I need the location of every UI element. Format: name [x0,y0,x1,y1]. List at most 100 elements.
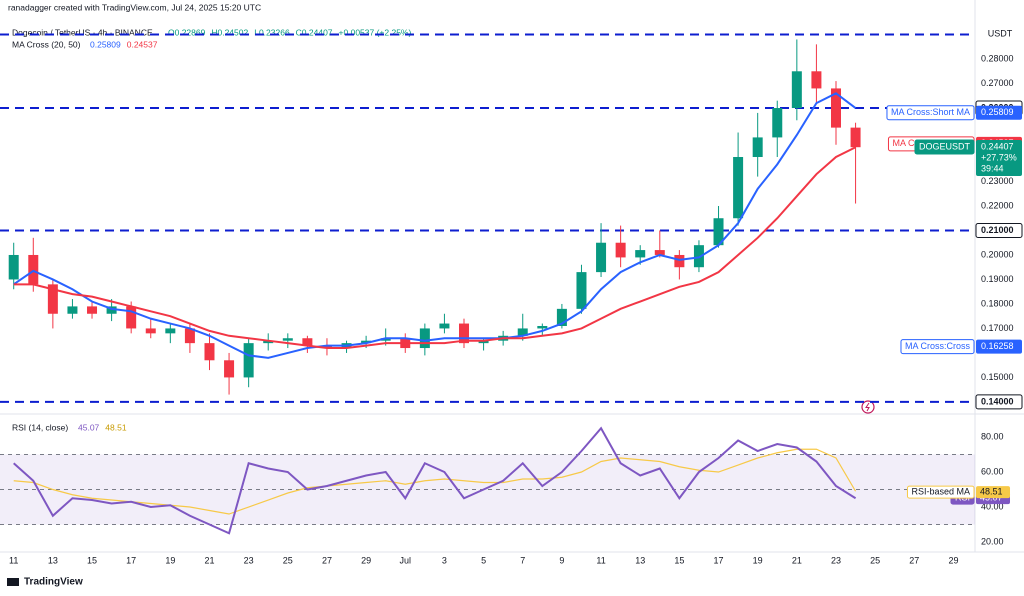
x-tick-label: 29 [361,555,371,565]
candle-body [772,108,783,138]
price-label-name: MA Cross:Cross [905,341,971,351]
candle-body [145,328,156,334]
candle-body [282,338,293,341]
indicator-value: 0.24537 [127,39,158,49]
candle-body [654,250,665,255]
level-label-box [975,394,1023,410]
level-label-box [975,222,1023,238]
currency: USDT [988,28,1013,38]
x-tick-label: 17 [126,555,136,565]
price-label-name: DOGEUSDT [919,141,971,151]
candle-body [850,127,861,148]
rsi-title: RSI (14, close) [12,422,68,432]
y-tick-label: 0.17000 [981,323,1014,333]
x-tick-label: 23 [244,555,254,565]
price-label-name-box [914,139,975,155]
candle-body [106,306,117,314]
price-label-countdown: 39:44 [981,163,1004,173]
candle-body [28,254,39,285]
ohlc-value: C0.24407 [296,27,333,37]
rsi-legend-value: 48.51 [105,422,127,432]
level-label: 0.14000 [981,396,1014,406]
x-tick-label: 23 [831,555,841,565]
x-tick-label: 27 [322,555,332,565]
x-tick-label: 29 [948,555,958,565]
ma-line [13,92,857,359]
y-tick-label: 60.00 [981,466,1004,476]
logo [7,578,19,586]
candle-body [576,272,587,309]
price-label-name: MA Cross:Short MA [891,107,970,117]
x-tick-label: 25 [870,555,880,565]
ohlc-value: L0.23266 [254,27,290,37]
rsi-legend-value: 45.07 [78,422,100,432]
candle-body [243,343,254,378]
candle-body [596,242,607,273]
event-icon [865,402,870,412]
candle-body [47,284,58,314]
price-label-value: 0.25809 [981,107,1014,117]
candle-body [517,328,528,336]
y-tick-label: 0.19000 [981,274,1014,284]
candle-body [8,254,19,280]
candle-body [556,308,567,326]
x-tick-label: 13 [635,555,645,565]
y-tick-label: 0.27000 [981,78,1014,88]
x-tick-label: 13 [48,555,58,565]
x-tick-label: 21 [204,555,214,565]
ohlc-value: O0.22869 [168,27,206,37]
price-label-name-box [886,105,975,121]
candle-body [693,245,704,268]
ma-line [13,146,857,350]
candle-body [302,338,313,346]
x-tick-label: 21 [792,555,802,565]
candle-body [165,328,176,334]
candle-body [713,218,724,246]
y-tick-label: 20.00 [981,536,1004,546]
x-tick-label: 19 [165,555,175,565]
rsi-line [13,426,857,535]
candle-body [439,323,450,329]
candle-body [537,325,548,329]
ohlc-value: H0.24502 [211,27,248,37]
price-label-box [976,140,1022,177]
rsi-line [13,448,857,515]
logo-mark [7,578,19,586]
rsi-label-value: 48.51 [980,486,1003,496]
x-tick-label: 7 [520,555,525,565]
x-tick-label: 15 [674,555,684,565]
candle-body [321,345,332,349]
indicator-value: 0.25809 [90,39,121,49]
x-tick-label: Jul [400,555,412,565]
candle-body [830,88,841,128]
price-label-value: 0.24407 [981,141,1014,151]
candle-body [635,250,646,258]
x-tick-label: 17 [714,555,724,565]
price-label-box [976,105,1022,120]
candle-body [184,328,195,344]
candle-body [67,306,78,314]
x-tick-label: 15 [87,555,97,565]
candle-body [791,71,802,109]
y-tick-label: 80.00 [981,431,1004,441]
candle-body [361,340,372,344]
price-label-box [976,339,1022,354]
y-tick-label: 0.28000 [981,53,1014,63]
credit: ranadagger created with TradingView.com,… [8,2,261,12]
candle-body [478,340,489,344]
y-tick-label: 0.18000 [981,298,1014,308]
x-tick-label: 27 [909,555,919,565]
indicator-name: MA Cross (20, 50) [12,39,81,49]
price-label-value: 0.16258 [981,341,1014,351]
x-tick-label: 3 [442,555,447,565]
y-tick-label: 0.15000 [981,372,1014,382]
level-label: 0.21000 [981,225,1014,235]
price-label-change: +27.73% [981,152,1017,162]
x-tick-label: 9 [559,555,564,565]
candle-body [459,323,470,344]
candle-body [126,306,137,329]
x-tick-label: 25 [283,555,293,565]
y-tick-label: 0.22000 [981,200,1014,210]
rsi-label-name: RSI-based MA [911,486,970,496]
